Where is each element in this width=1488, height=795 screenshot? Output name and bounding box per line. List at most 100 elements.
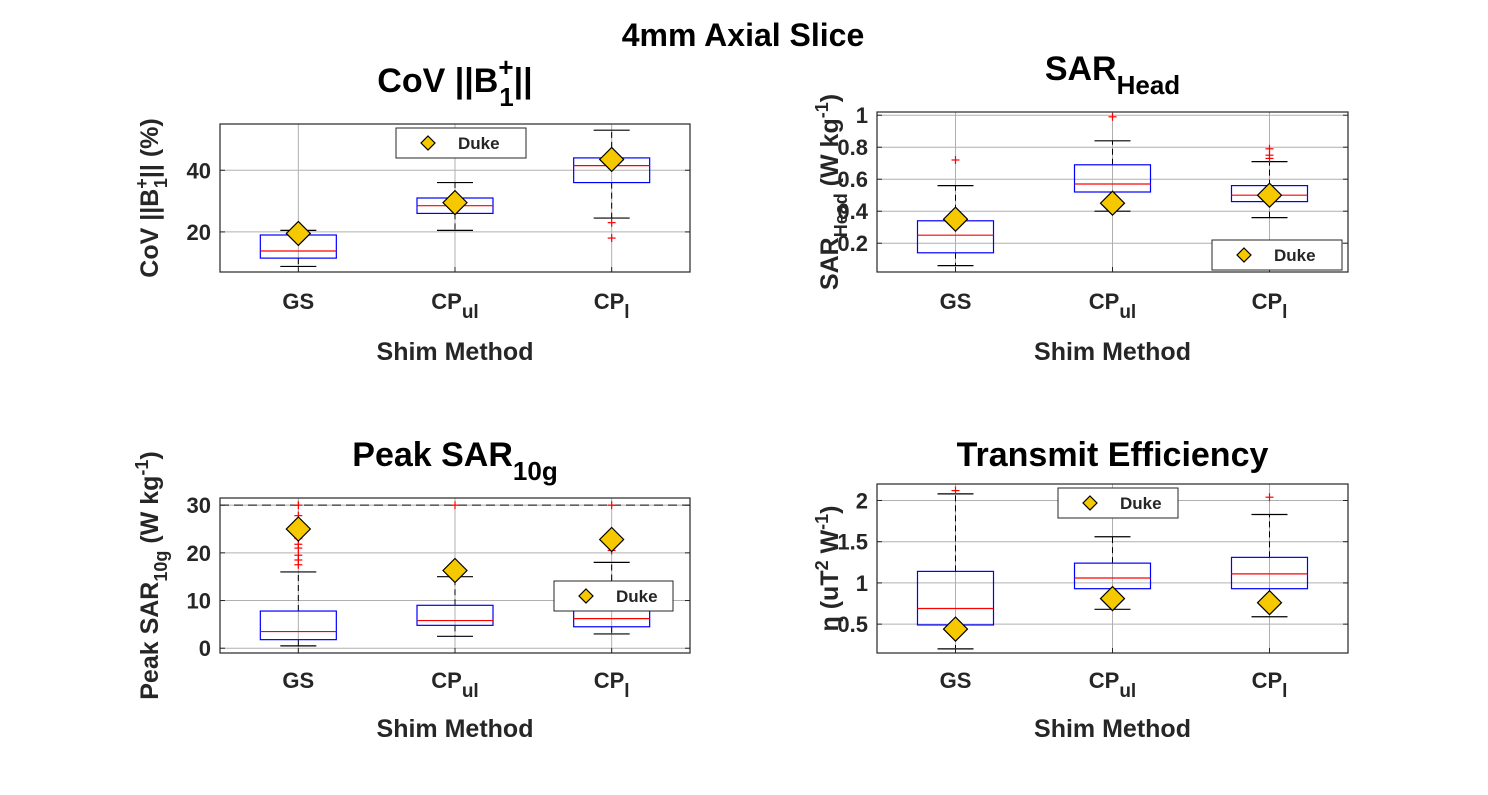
duke-marker (285, 516, 312, 542)
y-tick-label: 20 (187, 220, 211, 245)
duke-marker (1256, 182, 1283, 209)
y-tick-label: 0.8 (837, 135, 868, 160)
title-base: Transmit Efficiency (957, 436, 1269, 474)
y-tick-label: 1 (856, 103, 868, 128)
y-tick-label: 1 (856, 571, 868, 596)
duke-marker (942, 206, 969, 233)
duke-marker (598, 146, 625, 173)
x-tick-label: CPl (594, 289, 630, 323)
x-tick-base: GS (940, 289, 972, 314)
duke-marker (442, 189, 468, 216)
y-label-sup2: -1 (132, 460, 152, 476)
x-tick-sub: ul (1119, 681, 1136, 702)
title-base: CoV ||B (377, 62, 498, 100)
legend: Duke (395, 127, 527, 159)
title-after: || (514, 62, 533, 100)
legend-box (553, 580, 674, 612)
x-tick-label: CPul (431, 668, 478, 702)
x-tick-label: CPul (1089, 668, 1136, 702)
box-iqr (259, 610, 337, 641)
legend: Duke (553, 580, 674, 612)
y-label-base: η (uT (816, 570, 844, 631)
y-label-sub: 1 (151, 178, 171, 188)
x-tick-sub: l (1282, 681, 1287, 702)
box-2 (416, 501, 494, 637)
duke-marker (285, 220, 312, 247)
outlier-point (951, 156, 960, 164)
box-1 (916, 156, 995, 267)
box-1 (259, 501, 337, 647)
x-tick-base: CP (594, 668, 625, 693)
y-label-base: CoV ||B (136, 189, 164, 278)
box-1 (259, 220, 337, 268)
x-tick-label: CPl (1252, 289, 1288, 323)
legend-label: Duke (1274, 246, 1316, 265)
x-tick-label: GS (940, 289, 972, 314)
x-axis-label: Shim Method (377, 715, 534, 743)
outlier-point (1108, 112, 1117, 121)
y-tick-label: 0.2 (837, 231, 868, 256)
x-tick-base: CP (1089, 668, 1120, 693)
box-2 (416, 181, 494, 231)
x-tick-label: GS (282, 668, 314, 693)
outlier-point (1265, 144, 1274, 153)
legend-duke-marker (420, 135, 436, 151)
y-label-after: W (816, 529, 844, 560)
y-tick-label: 0.6 (837, 167, 868, 192)
y-tick-label: 10 (187, 589, 211, 614)
x-tick-label: CPul (431, 289, 478, 323)
x-tick-label: CPul (1089, 289, 1136, 323)
x-axis-label: Shim Method (1034, 338, 1191, 366)
x-tick-base: CP (1252, 289, 1283, 314)
duke-marker (942, 616, 969, 642)
x-tick-label: GS (940, 668, 972, 693)
title-base: SAR (1045, 50, 1117, 88)
outlier-point (951, 486, 960, 495)
outlier-point (1265, 493, 1274, 502)
duke-marker (1099, 585, 1126, 612)
legend-duke-marker (1236, 247, 1252, 263)
y-tick-label: 30 (187, 493, 211, 518)
x-tick-sub: ul (462, 302, 479, 323)
outlier-point (451, 501, 459, 510)
x-axis-label: Shim Method (377, 338, 534, 366)
legend-duke-marker (578, 588, 594, 604)
y-label-after2: ) (816, 506, 844, 514)
y-label-base: SAR (816, 237, 844, 290)
y-label-after2: ) (816, 94, 844, 102)
outlier-point (294, 551, 303, 560)
legend-label: Duke (1120, 494, 1162, 513)
x-tick-base: CP (431, 289, 462, 314)
legend-box (1057, 487, 1179, 519)
panel-title: Peak SAR10g (352, 436, 557, 486)
legend-box (395, 127, 527, 159)
x-tick-sub: ul (462, 681, 479, 702)
outlier-point (294, 501, 303, 510)
box-3 (573, 501, 651, 635)
x-tick-sub: l (624, 681, 629, 702)
legend: Duke (1211, 239, 1343, 271)
title-base: Peak SAR (352, 436, 513, 474)
duke-marker (1099, 190, 1126, 217)
x-tick-base: GS (282, 668, 314, 693)
duke-marker (598, 526, 625, 553)
x-tick-label: CPl (1252, 668, 1288, 702)
x-tick-sub: l (624, 302, 629, 323)
title-sub: 10g (513, 456, 558, 486)
title-sub: 1 (499, 82, 513, 112)
y-label-after: (W kg (136, 476, 164, 551)
x-tick-base: CP (431, 668, 462, 693)
box-iqr (1230, 556, 1309, 590)
y-tick-label: 20 (187, 541, 211, 566)
legend-box (1211, 239, 1343, 271)
x-tick-label: CPl (594, 668, 630, 702)
box-iqr (416, 604, 494, 626)
panel-title: CoV ||B+ 1|| (377, 52, 532, 112)
x-tick-base: GS (940, 668, 972, 693)
figure-title: 4mm Axial Slice (622, 17, 865, 53)
